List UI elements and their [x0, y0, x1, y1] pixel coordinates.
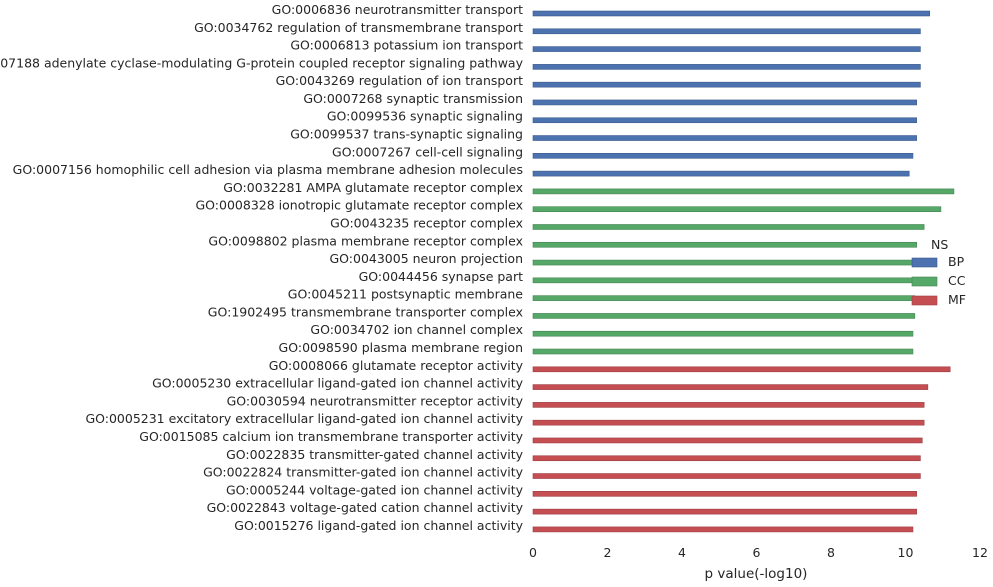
- category-label: GO:0008328 ionotropic glutamate receptor…: [196, 198, 524, 213]
- bar-mf: [532, 526, 914, 533]
- legend-swatch-mf: [911, 295, 938, 306]
- category-label: GO:0043269 regulation of ion transport: [276, 73, 524, 88]
- legend-swatch-cc: [911, 276, 938, 287]
- bars-layer: [532, 10, 955, 533]
- legend-label-cc: CC: [948, 273, 966, 288]
- category-label: GO:0099537 trans-synaptic signaling: [290, 127, 523, 142]
- category-label: GO:0005244 voltage-gated ion channel act…: [226, 482, 524, 497]
- bar-cc: [532, 313, 916, 319]
- category-labels: GO:0006836 neurotransmitter transport GO:…: [0, 2, 524, 533]
- bar-mf: [532, 384, 929, 390]
- category-label: GO:0030594 neurotransmitter receptor act…: [227, 393, 524, 408]
- bar-bp: [532, 117, 917, 124]
- x-tick-label: 6: [753, 545, 761, 560]
- category-label: GO:0022824 transmitter-gated ion channel…: [203, 465, 524, 480]
- legend-items: BP CC MF: [911, 254, 966, 307]
- category-label: GO:1902495 transmembrane transporter com…: [208, 304, 523, 319]
- category-label: GO:0032281 AMPA glutamate receptor compl…: [223, 180, 523, 195]
- bar-mf: [532, 366, 951, 373]
- legend-label-mf: MF: [948, 292, 966, 307]
- x-tick-label: 10: [898, 545, 914, 560]
- category-label: GO:0045211 postsynaptic membrane: [288, 287, 524, 302]
- legend-title: NS: [931, 237, 948, 252]
- bar-cc: [532, 188, 955, 195]
- category-label: GO:0006836 neurotransmitter transport: [272, 2, 523, 17]
- bar-bp: [532, 99, 917, 106]
- bar-bp: [532, 81, 921, 88]
- category-label: GO:0043235 receptor complex: [330, 215, 523, 230]
- bar-mf: [532, 419, 925, 426]
- category-label: GO:0005231 excitatory extracellular liga…: [85, 411, 523, 426]
- bar-mf: [532, 455, 921, 462]
- bar-cc: [532, 206, 942, 212]
- category-label: GO:0034702 ion channel complex: [310, 322, 523, 337]
- category-label: GO:0015085 calcium ion transmembrane tra…: [139, 429, 523, 444]
- x-axis-label: p value(-log10): [705, 566, 808, 582]
- bar-bp: [532, 28, 921, 35]
- bar-bp: [532, 10, 931, 17]
- bar-mf: [532, 508, 917, 515]
- category-label: GO:0034762 regulation of transmembrane t…: [194, 20, 523, 35]
- bar-mf: [532, 402, 925, 408]
- bar-cc: [532, 348, 914, 355]
- bar-cc: [532, 277, 916, 284]
- bar-bp: [532, 153, 914, 159]
- x-tick-label: 2: [604, 545, 612, 560]
- bar-bp: [532, 135, 917, 141]
- x-tick-label: 12: [972, 545, 988, 560]
- bar-cc: [532, 259, 916, 266]
- x-tick-label: 4: [678, 545, 686, 560]
- category-label: GO:0098802 plasma membrane receptor comp…: [208, 233, 523, 248]
- category-label: GO:0015276 ligand-gated ion channel acti…: [234, 518, 523, 533]
- bar-cc: [532, 295, 916, 301]
- category-label: GO:0007188 adenylate cyclase-modulating …: [0, 55, 524, 70]
- bar-cc: [532, 224, 925, 230]
- category-label: GO:0008066 glutamate receptor activity: [269, 358, 524, 373]
- category-label: GO:0007156 homophilic cell adhesion via …: [13, 162, 523, 177]
- category-label: GO:0005230 extracellular ligand-gated io…: [152, 376, 524, 391]
- bar-mf: [532, 473, 921, 479]
- category-label: GO:0007268 synaptic transmission: [303, 91, 523, 106]
- bar-mf: [532, 437, 923, 444]
- category-label: GO:0007267 cell-cell signaling: [332, 144, 523, 159]
- legend-swatch-bp: [911, 257, 938, 268]
- category-label: GO:0044456 synapse part: [359, 269, 523, 284]
- x-axis-ticks: 0 2 4 6 8 10 12: [529, 545, 988, 560]
- category-label: GO:0022835 transmitter-gated channel act…: [226, 447, 523, 462]
- x-tick-label: 0: [529, 545, 537, 560]
- category-label: GO:0043005 neuron projection: [329, 251, 523, 266]
- x-tick-label: 8: [827, 545, 835, 560]
- bar-bp: [532, 170, 910, 177]
- legend-label-bp: BP: [948, 254, 965, 269]
- category-label: GO:0099536 synaptic signaling: [327, 109, 523, 124]
- bar-bp: [532, 64, 921, 70]
- bar-cc: [532, 241, 917, 248]
- category-label: GO:0022843 voltage-gated cation channel …: [207, 500, 524, 515]
- bar-bp: [532, 46, 921, 52]
- bar-cc: [532, 330, 914, 337]
- bar-mf: [532, 491, 917, 497]
- category-label: GO:0098590 plasma membrane region: [279, 340, 523, 355]
- category-label: GO:0006813 potassium ion transport: [290, 38, 523, 53]
- legend: NS BP CC MF: [911, 237, 966, 307]
